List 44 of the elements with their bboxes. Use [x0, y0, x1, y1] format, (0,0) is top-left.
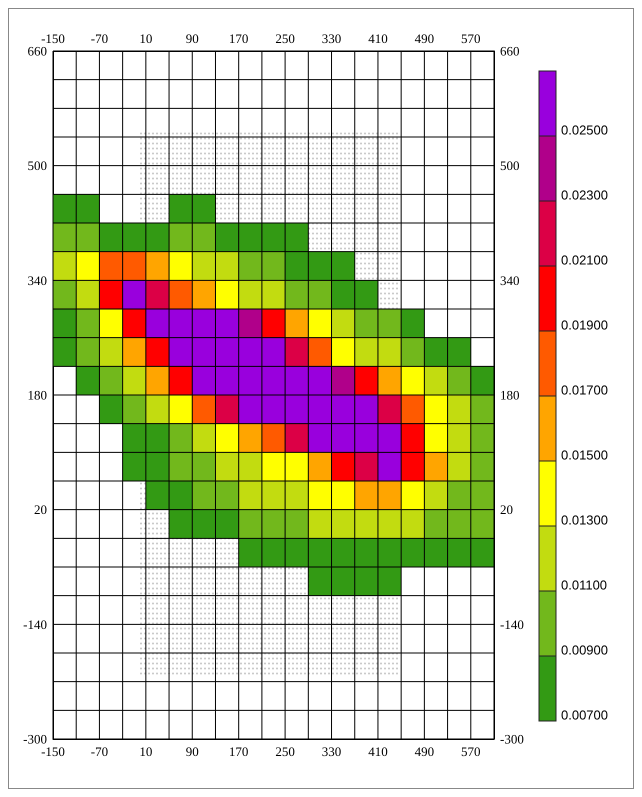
x2-tick-label: 570 [461, 31, 481, 46]
x2-tick-label: -150 [41, 31, 65, 46]
x2-tick-label: -70 [90, 31, 108, 46]
color-bar-label: 0.01100 [561, 578, 608, 592]
y2-tick-label: 340 [500, 272, 520, 288]
x2-tick-label: 330 [322, 31, 342, 46]
y-tick-label: 660 [28, 44, 47, 58]
color-bar-label: 0.02500 [561, 122, 608, 138]
x-tick-label: -70 [90, 744, 108, 759]
x-tick-label: 250 [275, 744, 295, 759]
color-bar-label: 0.01500 [561, 448, 608, 462]
y-tick-label: -300 [23, 732, 47, 746]
color-bar-label: 0.01700 [561, 382, 608, 398]
color-bar-label: 0.01900 [561, 318, 608, 332]
x-tick-label: 170 [228, 744, 248, 759]
y2-tick-label: 500 [500, 158, 520, 174]
y-tick-label: 340 [28, 272, 47, 288]
color-bar-label: 0.01300 [561, 512, 608, 528]
color-bar-label: 0.02100 [561, 252, 608, 268]
x2-tick-label: 410 [368, 31, 388, 46]
y-tick-label: -140 [23, 616, 47, 632]
color-bar-label: 0.00900 [561, 642, 608, 658]
x-tick-label: 570 [461, 744, 481, 759]
x-tick-label: 490 [414, 744, 434, 759]
y-tick-label: 500 [28, 158, 47, 174]
x-tick-label: 90 [186, 744, 199, 759]
y2-tick-label: 180 [500, 388, 520, 402]
color-bar-label: 0.00700 [561, 708, 608, 722]
x-tick-label: 410 [368, 744, 388, 759]
y-tick-label: 20 [34, 502, 47, 518]
x2-tick-label: 90 [186, 31, 199, 46]
y2-tick-label: -140 [500, 616, 524, 632]
y-tick-label: 180 [28, 388, 47, 402]
y2-tick-label: 660 [500, 44, 520, 58]
x-tick-label: 330 [322, 744, 342, 759]
x2-tick-label: 250 [275, 31, 295, 46]
x-tick-label: 10 [139, 744, 152, 759]
x2-tick-label: 490 [414, 31, 434, 46]
x-tick-label: -150 [41, 744, 65, 759]
x2-tick-label: 10 [139, 31, 152, 46]
color-bar-label: 0.02300 [561, 188, 608, 202]
y2-tick-label: -300 [500, 732, 524, 746]
y2-tick-label: 20 [500, 502, 513, 518]
x2-tick-label: 170 [228, 31, 248, 46]
